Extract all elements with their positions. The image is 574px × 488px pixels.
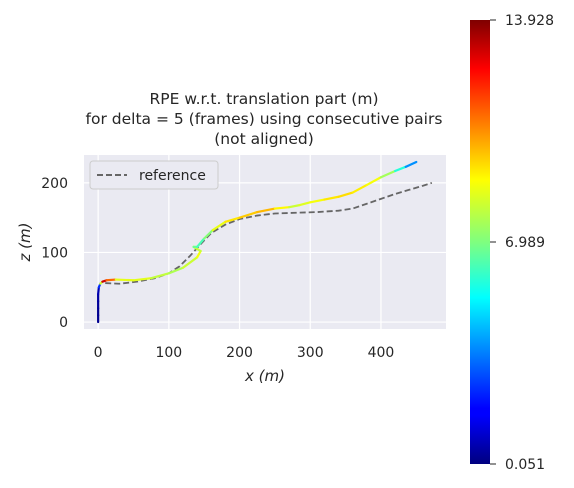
estimate-segment: [351, 183, 368, 194]
estimate-segment: [196, 237, 206, 248]
estimate-segment: [224, 216, 241, 223]
estimate-segment: [238, 210, 259, 219]
x-tick-label: 200: [226, 345, 253, 361]
y-tick-label: 200: [41, 176, 68, 192]
estimate-segment: [97, 286, 100, 296]
estimate-segment: [256, 207, 276, 214]
estimate-segment: [365, 176, 383, 187]
colorbar-min-label: 0.051: [505, 457, 545, 473]
title-line-2: for delta = 5 (frames) using consecutive…: [86, 110, 443, 128]
estimate-segment: [298, 201, 312, 207]
estimate-segment: [404, 160, 418, 168]
estimate-segment: [287, 204, 301, 209]
estimate-segment: [150, 272, 170, 280]
estimate-segment: [323, 195, 340, 201]
x-tick-label: 300: [297, 345, 324, 361]
y-tick-labels: 0 100 200: [41, 176, 68, 331]
x-axis-label: x (m): [244, 367, 285, 385]
estimate-segment: [203, 229, 214, 240]
estimate-segment: [211, 220, 227, 232]
y-tick-label: 100: [41, 245, 68, 261]
colorbar-mid-label: 6.989: [505, 235, 545, 251]
legend: reference: [89, 160, 219, 190]
colorbar-gradient: [470, 20, 490, 464]
x-tick-label: 100: [155, 345, 182, 361]
estimate-segment: [379, 169, 397, 179]
colorbar-max-label: 13.928: [505, 13, 554, 29]
estimate-segment: [196, 249, 202, 259]
estimate-segment: [393, 165, 407, 173]
estimate-segment: [273, 206, 291, 210]
y-axis-label: z (m): [16, 223, 34, 263]
estimate-segment: [337, 191, 354, 198]
chart-title: RPE w.r.t. translation part (m) for delt…: [86, 90, 443, 148]
legend-box: [89, 160, 219, 190]
estimate-segment: [105, 278, 117, 282]
legend-reference-label: reference: [139, 168, 206, 184]
estimate-segment: [114, 278, 135, 282]
estimate-segment: [181, 256, 199, 269]
estimate-series: [97, 160, 418, 324]
x-tick-label: 400: [368, 345, 395, 361]
estimate-segment: [309, 198, 326, 204]
y-tick-label: 0: [59, 315, 68, 331]
title-line-3: (not aligned): [214, 130, 314, 148]
x-tick-labels: 0 100 200 300 400: [94, 345, 395, 361]
x-tick-label: 0: [94, 345, 103, 361]
title-line-1: RPE w.r.t. translation part (m): [149, 90, 378, 108]
colorbar: 13.928 6.989 0.051: [470, 13, 554, 473]
estimate-segment: [132, 277, 153, 282]
estimate-segment: [167, 266, 185, 275]
